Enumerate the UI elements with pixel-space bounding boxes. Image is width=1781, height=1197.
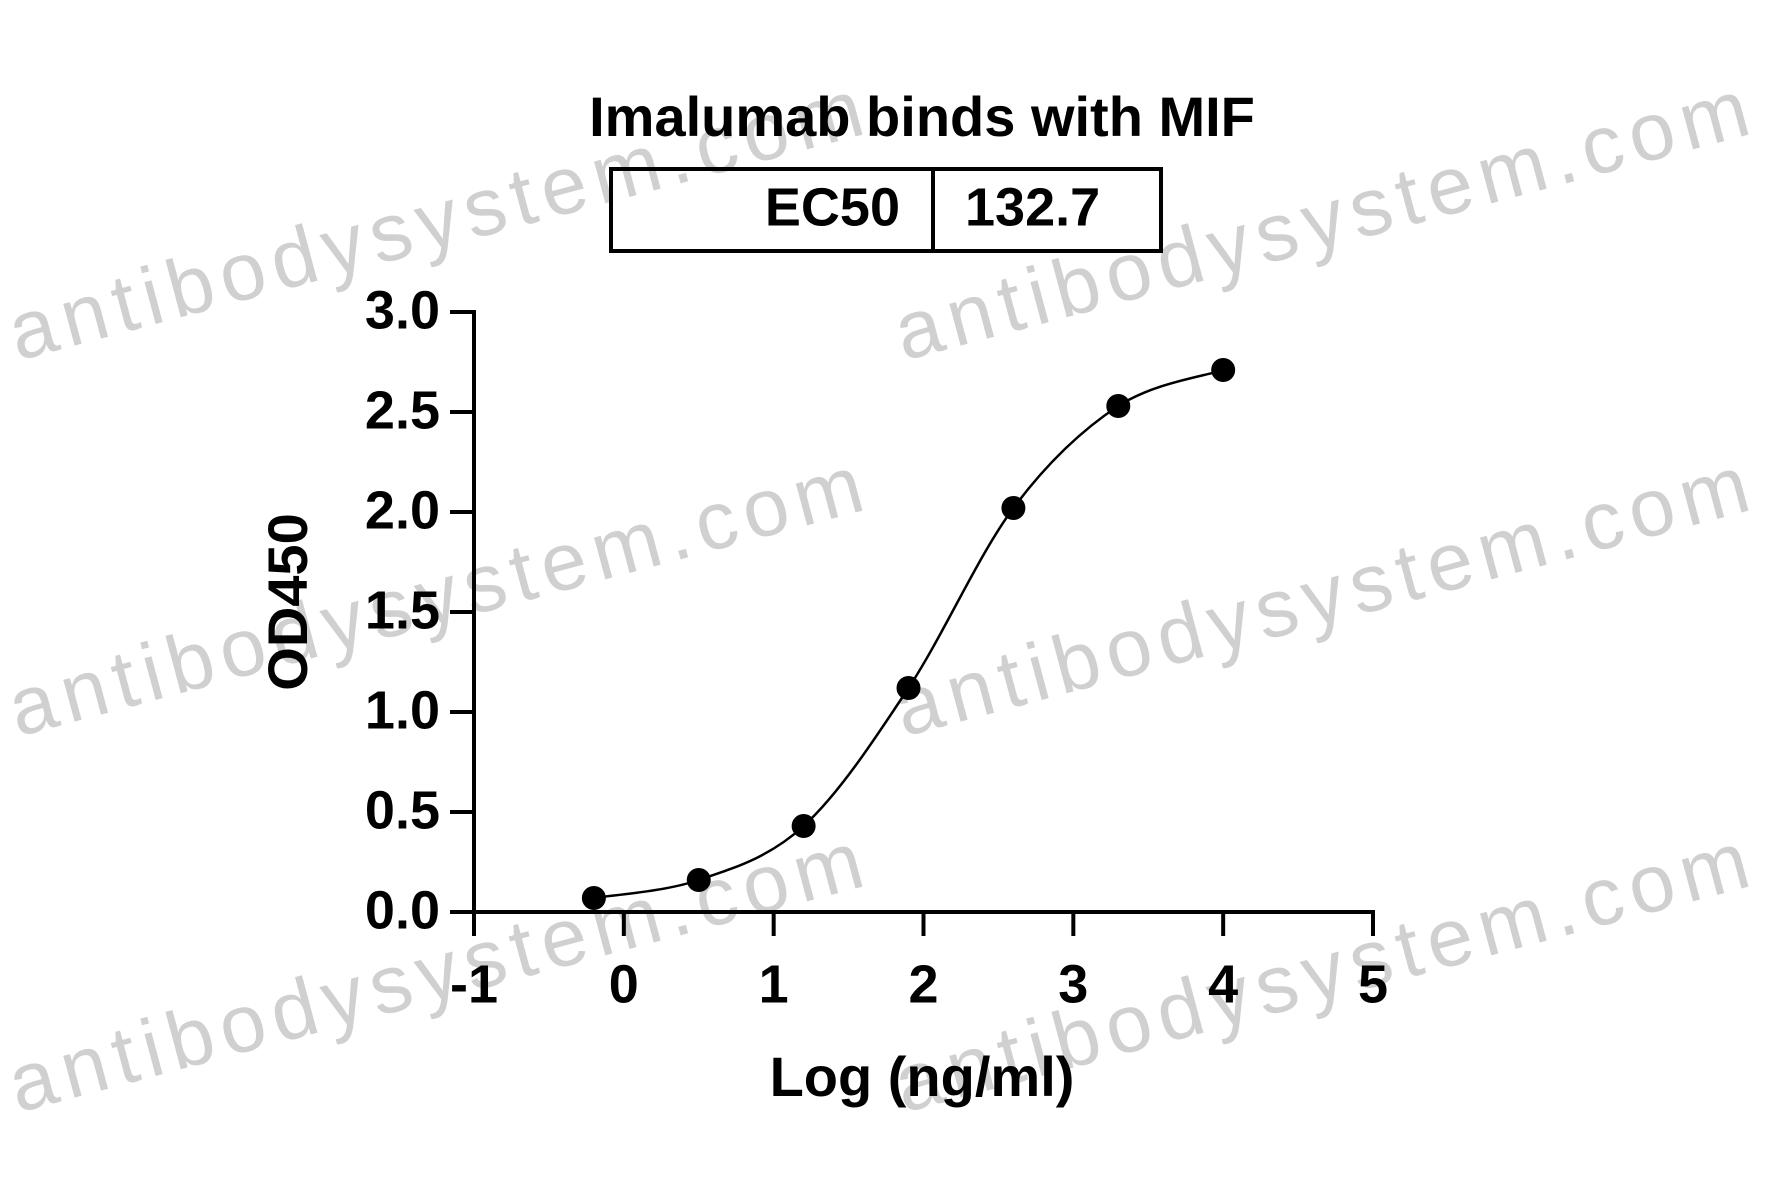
- data-point: [1211, 358, 1236, 382]
- x-tick-label: -1: [450, 954, 498, 1014]
- y-tick-label: 2.0: [365, 480, 440, 540]
- y-tick-label: 1.0: [365, 680, 440, 740]
- x-tick-label: 3: [1058, 954, 1088, 1014]
- ec50-label: EC50: [765, 177, 900, 237]
- y-tick-label: 0.0: [365, 880, 440, 940]
- x-axis-label: Log (ng/ml): [770, 1045, 1075, 1108]
- data-point: [1106, 394, 1131, 418]
- chart-title: Imalumab binds with MIF: [589, 85, 1255, 148]
- y-tick-label: 0.5: [365, 780, 440, 840]
- y-tick-label: 2.5: [365, 380, 440, 440]
- x-tick-label: 2: [908, 954, 938, 1014]
- data-point: [1001, 496, 1026, 520]
- data-point: [896, 676, 921, 700]
- watermark: antibodysystem.com: [885, 439, 1759, 755]
- y-tick-label: 3.0: [365, 280, 440, 340]
- x-tick-label: 1: [759, 954, 789, 1014]
- data-point: [791, 814, 816, 838]
- ec50-table: [609, 167, 1163, 253]
- x-tick-label: 4: [1208, 954, 1238, 1014]
- data-point: [686, 868, 711, 892]
- watermark: antibodysystem.com: [0, 815, 872, 1131]
- data-point: [581, 886, 606, 910]
- x-tick-label: 0: [609, 954, 639, 1014]
- ec50-value: 132.7: [965, 177, 1100, 237]
- y-axis-label: OD450: [256, 513, 319, 690]
- y-tick-label: 1.5: [365, 580, 440, 640]
- x-tick-label: 5: [1358, 954, 1388, 1014]
